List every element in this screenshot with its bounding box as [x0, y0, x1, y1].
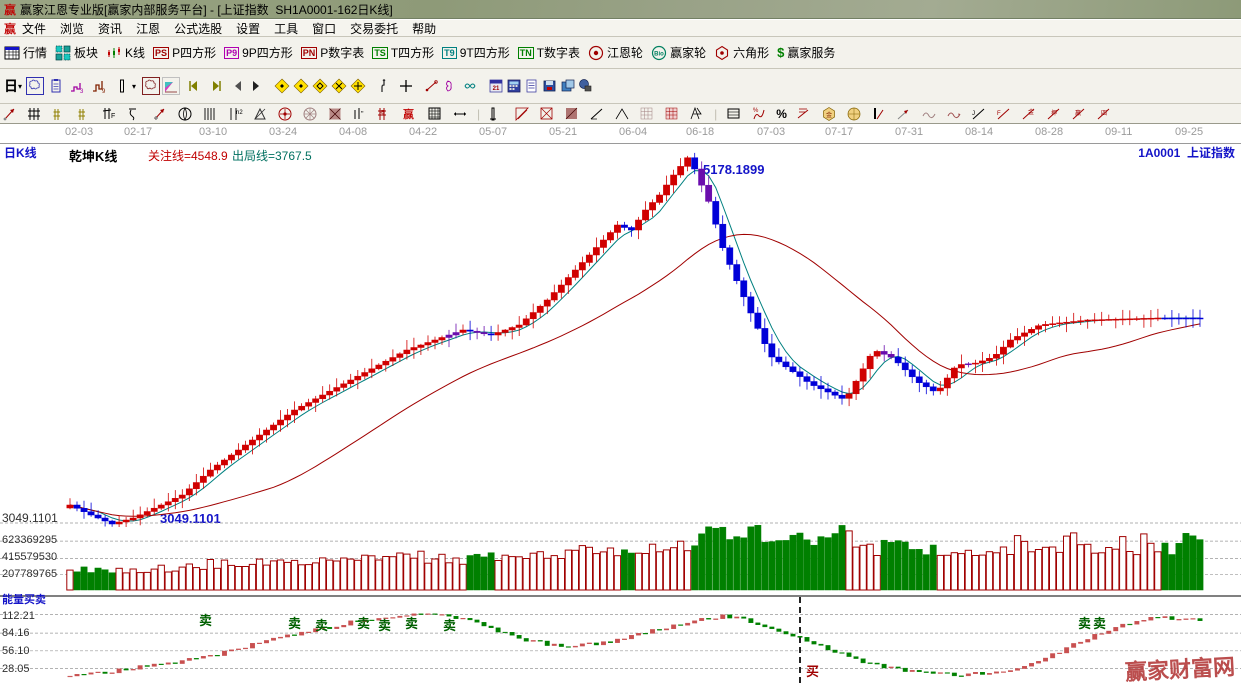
svg-text:四: 四 — [1101, 110, 1107, 117]
svg-text:%: % — [753, 108, 759, 114]
svg-text:3: 3 — [80, 89, 84, 94]
svg-text:F: F — [997, 111, 1001, 117]
svg-text:Bio: Bio — [654, 51, 664, 57]
svg-text:": " — [361, 111, 364, 118]
svg-text:F: F — [111, 113, 115, 120]
svg-text:押: 押 — [379, 109, 385, 117]
svg-text:n2: n2 — [236, 110, 243, 116]
svg-text:金: 金 — [1028, 108, 1034, 116]
svg-text:押: 押 — [1051, 109, 1057, 117]
svg-text:J: J — [972, 111, 975, 117]
svg-text:21: 21 — [493, 86, 500, 92]
svg-text:金: 金 — [826, 111, 832, 119]
svg-text:9: 9 — [102, 89, 106, 94]
svg-text:赢: 赢 — [403, 107, 414, 121]
svg-text:赢: 赢 — [1075, 109, 1081, 117]
